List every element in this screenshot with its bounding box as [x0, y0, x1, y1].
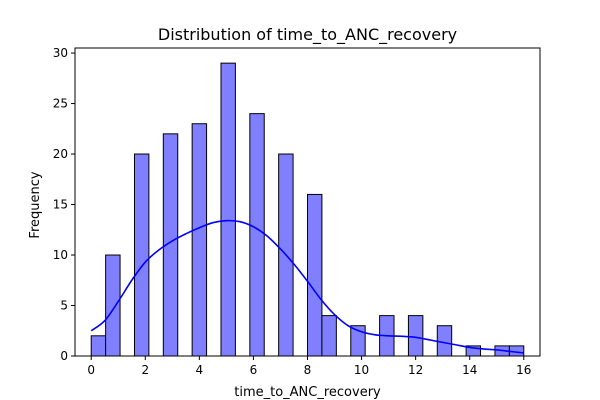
histogram-bar-9: [220, 62, 236, 357]
histogram-bar-1: [105, 254, 121, 357]
histogram-bar-16: [321, 315, 337, 357]
histogram-bar-15: [307, 193, 323, 357]
y-tick-label: 5: [60, 299, 68, 313]
y-tick-label: 10: [53, 248, 68, 262]
histogram-bar-22: [407, 315, 424, 357]
x-tick-label: 16: [516, 363, 531, 377]
y-tick-label: 20: [53, 147, 68, 161]
x-tick-label: 8: [304, 363, 312, 377]
histogram-bar-24: [436, 325, 453, 357]
histogram-bar-7: [191, 123, 208, 357]
x-tick-label: 4: [196, 363, 204, 377]
histogram-bar-3: [133, 153, 150, 357]
chart-title: Distribution of time_to_ANC_recovery: [158, 25, 457, 45]
x-tick-label: 2: [141, 363, 149, 377]
y-tick-label: 15: [53, 198, 68, 212]
histogram-bars: [90, 62, 525, 357]
y-axis-ticks: 0 5 10 15 20 25 30: [53, 46, 75, 363]
x-tick-label: 0: [87, 363, 95, 377]
histogram-bar-11: [249, 113, 265, 357]
kde-curve: [90, 219, 524, 354]
x-axis-ticks: 0 2 4 6 8 10 12 14 16: [87, 356, 531, 377]
y-axis-label: Frequency: [28, 171, 43, 238]
y-tick-label: 0: [60, 349, 68, 363]
histogram-bar-0: [90, 335, 107, 357]
x-tick-label: 14: [462, 363, 477, 377]
x-tick-label: 10: [354, 363, 369, 377]
x-axis-label: time_to_ANC_recovery: [234, 385, 381, 400]
y-tick-label: 30: [53, 46, 68, 60]
x-tick-label: 12: [408, 363, 423, 377]
x-tick-label: 6: [250, 363, 258, 377]
y-tick-label: 25: [53, 97, 68, 111]
